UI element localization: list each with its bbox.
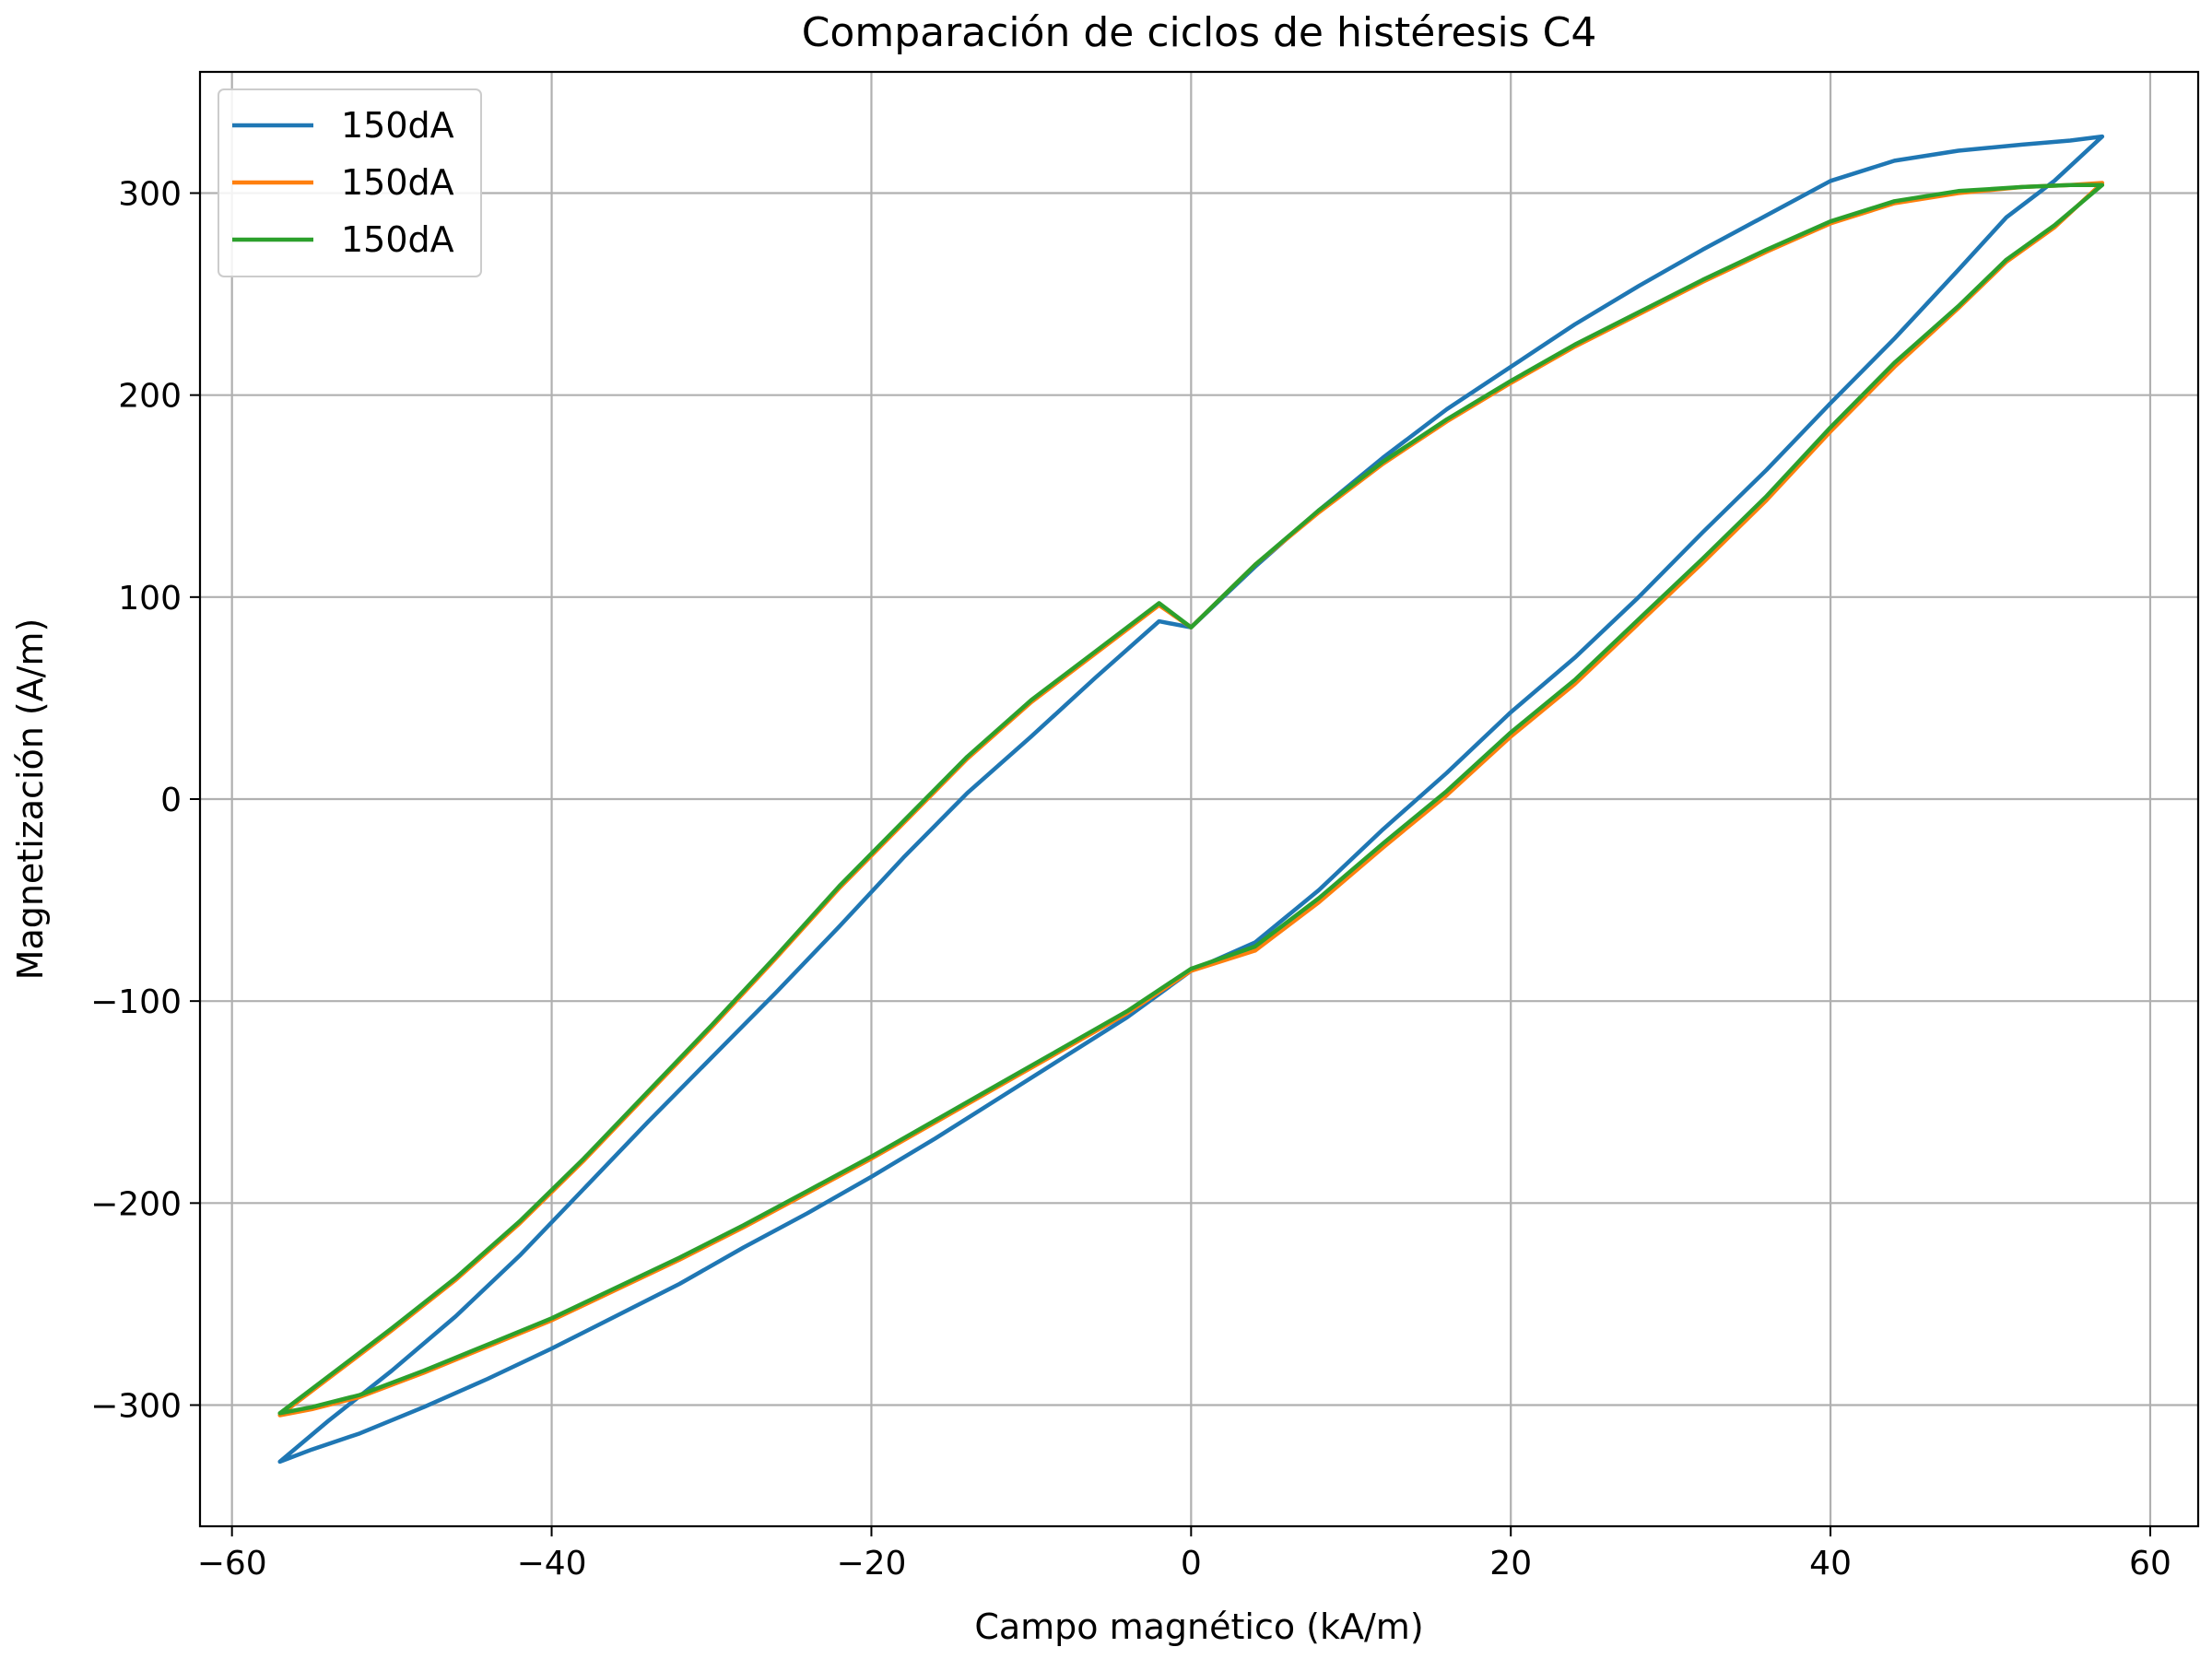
series-layer [277, 134, 2105, 1465]
y-tick-label: 0 [160, 782, 182, 819]
x-axis-label: Campo magnético (kA/m) [974, 1606, 1423, 1647]
y-axis-label: Magnetización (A/m) [10, 618, 51, 981]
series-line-3 [277, 182, 2105, 1416]
y-tick-label: −100 [90, 983, 182, 1021]
y-tick-label: 100 [118, 580, 182, 618]
legend: 150dA 150dA 150dA [218, 88, 482, 277]
x-tick-label: 0 [1181, 1545, 1202, 1583]
legend-label-1: 150dA [341, 105, 454, 146]
y-tick-label: 300 [118, 176, 182, 214]
series-line-1 [277, 134, 2105, 1465]
grid-layer [200, 72, 2198, 1526]
x-tick-label: −20 [836, 1545, 906, 1583]
x-tick-label: 40 [1809, 1545, 1852, 1583]
x-tick-label: −60 [197, 1545, 267, 1583]
legend-box [218, 88, 482, 277]
chart-title: Comparación de ciclos de histéresis C4 [802, 9, 1597, 56]
y-tick-label: −300 [90, 1388, 182, 1426]
y-tick-label: 200 [118, 378, 182, 416]
x-tick-label: 60 [2129, 1545, 2171, 1583]
x-tick-label: 20 [1489, 1545, 1532, 1583]
legend-label-2: 150dA [341, 162, 454, 203]
legend-label-3: 150dA [341, 219, 454, 260]
y-tick-label: −200 [90, 1185, 182, 1223]
x-tick-label: −40 [517, 1545, 587, 1583]
